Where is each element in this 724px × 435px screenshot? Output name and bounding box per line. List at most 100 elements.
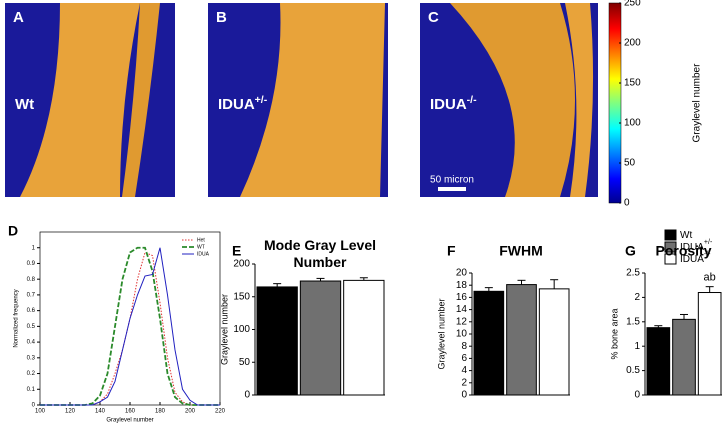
x-tick-label: 140 (95, 409, 106, 415)
chart-title: FWHM (499, 243, 543, 259)
series-line (40, 247, 220, 406)
y-tick-label: 10 (456, 329, 468, 340)
y-tick-label: 2 (461, 377, 467, 388)
micrograph-a (5, 3, 175, 197)
colorbar-tick-label: 200 (624, 38, 641, 49)
series-line (40, 251, 220, 406)
bar (506, 284, 537, 396)
genotype-label-base: Wt (15, 96, 34, 113)
bar (473, 290, 505, 396)
x-tick-label: 100 (35, 409, 46, 415)
bar (299, 280, 342, 396)
colorbar-tick-label: 0 (624, 198, 630, 209)
y-tick-label: 20 (456, 268, 468, 279)
y-tick-label: 8 (461, 341, 467, 352)
y-axis-label: % bone area (609, 308, 619, 359)
panel-letter: B (216, 9, 227, 26)
panel-letter: F (447, 243, 456, 259)
genotype-label: Wt (15, 96, 34, 113)
series-line (40, 246, 220, 406)
x-tick-label: 120 (65, 409, 76, 415)
panel-letter: E (232, 243, 241, 259)
y-tick-label: 18 (456, 280, 468, 291)
y-tick-label: 0.5 (27, 324, 36, 330)
colorbar-tick-label: 50 (624, 158, 636, 169)
y-axis-label: Graylevel number (219, 294, 229, 365)
panel-letter: C (428, 9, 439, 26)
y-axis-label: Normalized frequency (14, 289, 20, 347)
y-tick-label: 1 (634, 341, 640, 352)
x-tick-label: 180 (155, 409, 166, 415)
panel-letter: A (13, 9, 24, 26)
y-tick-label: 14 (456, 304, 468, 315)
legend-label: IDUA (197, 251, 210, 257)
y-tick-label: 0.9 (27, 261, 36, 267)
significance-label: ab (704, 272, 716, 284)
colorbar-label: Graylevel number (692, 63, 703, 143)
bar (256, 286, 298, 396)
legend-label: Het (197, 237, 205, 243)
y-tick-label: 1.5 (626, 316, 640, 327)
chart-title: Porosity (655, 243, 711, 259)
y-tick-label: 0.3 (27, 355, 36, 361)
bar (697, 292, 722, 396)
genotype-label-sup: -/- (467, 94, 477, 106)
bar (538, 288, 570, 396)
y-tick-label: 0.7 (27, 292, 36, 298)
y-tick-label: 0.6 (27, 308, 36, 314)
bar (343, 279, 385, 396)
legend-label-base: IDUA (680, 254, 704, 265)
y-tick-label: 0.8 (27, 277, 36, 283)
chart-title: Mode Gray Level Number (264, 237, 376, 270)
y-tick-label: 16 (456, 292, 468, 303)
legend-swatch (664, 241, 677, 253)
legend-swatch (664, 253, 677, 265)
panel-letter: G (625, 243, 636, 259)
bar (672, 318, 696, 396)
y-tick-label: 1 (32, 245, 36, 251)
genotype-label: IDUA+/- (218, 94, 268, 113)
micrograph-c (420, 3, 598, 197)
y-tick-label: 0.5 (626, 365, 640, 376)
colorbar-tick-label: 150 (624, 78, 641, 89)
x-tick-label: 220 (215, 409, 226, 415)
legend-label: IDUA+/- (680, 239, 713, 253)
colorbar-tick-label: 250 (624, 0, 641, 9)
panel-letter: D (8, 223, 18, 239)
legend-label-sup: +/- (704, 239, 713, 246)
y-tick-label: 0.4 (27, 340, 36, 346)
genotype-label-base: IDUA (430, 96, 467, 113)
legend-label: Wt (680, 230, 692, 241)
legend-label-base: Wt (680, 230, 692, 241)
y-tick-label: 0 (244, 390, 250, 401)
y-tick-label: 200 (233, 259, 250, 270)
y-tick-label: 6 (461, 353, 467, 364)
y-tick-label: 0.2 (27, 371, 36, 377)
x-tick-label: 160 (125, 409, 136, 415)
y-axis-label: Graylevel number (436, 298, 446, 369)
legend-label: WT (197, 244, 205, 250)
legend-label-base: IDUA (680, 242, 704, 253)
y-tick-label: 150 (233, 291, 250, 302)
chart-title-line: Mode Gray Level (264, 237, 376, 253)
colorbar (608, 2, 622, 204)
x-axis-label: Graylevel number (106, 418, 153, 424)
bar (646, 327, 671, 396)
y-tick-label: 0.1 (27, 387, 36, 393)
y-tick-label: 0 (461, 390, 467, 401)
legend-label: IDUA-/- (680, 251, 711, 265)
y-tick-label: 50 (239, 357, 251, 368)
scale-bar-label: 50 micron (430, 175, 474, 186)
micrograph-b (208, 3, 388, 197)
genotype-label: IDUA-/- (430, 94, 477, 113)
y-tick-label: 100 (233, 324, 250, 335)
x-tick-label: 200 (185, 409, 196, 415)
y-tick-label: 4 (461, 365, 467, 376)
y-tick-label: 0 (634, 390, 640, 401)
chart-title-line: Number (294, 254, 347, 270)
y-tick-label: 0 (32, 403, 36, 409)
legend-label-sup: -/- (704, 251, 711, 258)
genotype-label-base: IDUA (218, 96, 255, 113)
colorbar-tick-label: 100 (624, 118, 641, 129)
